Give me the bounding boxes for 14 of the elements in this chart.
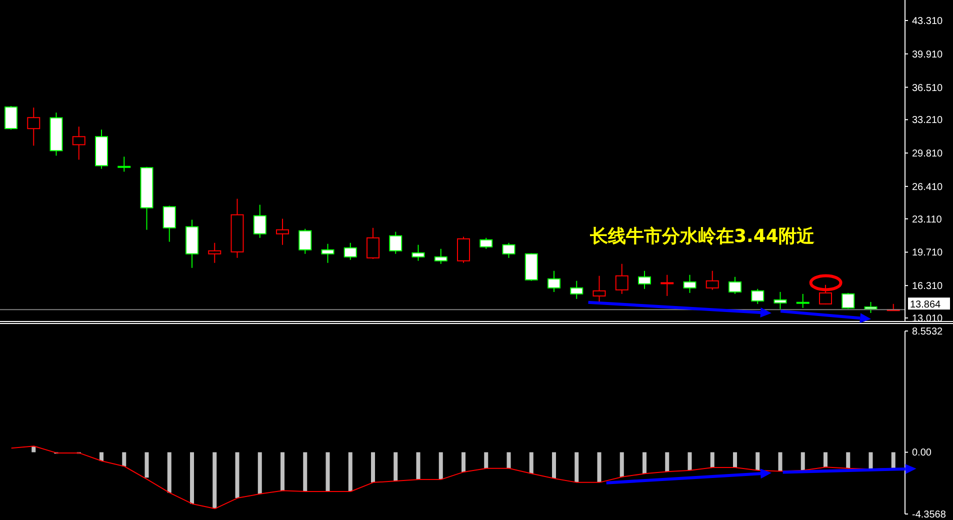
y-tick-label: 36.510 [912,82,944,94]
y-tick-label: 43.310 [912,16,944,28]
y-tick-label: -4.3568 [912,510,946,520]
y-tick-label: 8.5532 [912,326,944,338]
y-tick-label: 19.710 [912,248,944,259]
y-tick-label: 26.410 [912,182,944,193]
annotation: 长线牛市分水岭在3.44附近 [590,225,814,248]
y-tick-label: 0.00 [912,448,932,459]
y-tick-label: 39.910 [912,49,944,60]
y-tick-label: 23.110 [912,214,942,226]
y-tick-label: 29.810 [912,148,944,160]
ref-line-label: 13.864 [910,300,942,311]
y-tick-label: 16.310 [912,281,944,292]
y-tick-label: 33.210 [912,115,944,126]
